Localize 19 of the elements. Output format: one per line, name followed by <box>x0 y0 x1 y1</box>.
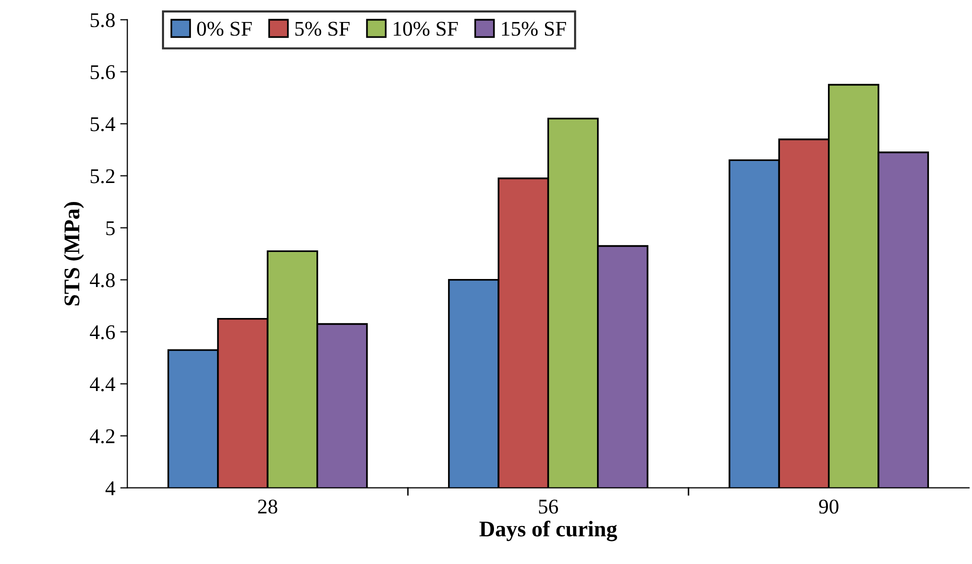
y-tick-label: 5 <box>106 221 115 236</box>
y-tick-label: 4.8 <box>90 273 115 288</box>
x-axis-title: Days of curing <box>479 520 618 542</box>
legend-label: 0% SF <box>197 22 252 36</box>
y-tick-label: 4.4 <box>90 377 116 392</box>
y-tick-label: 5.4 <box>90 117 116 132</box>
y-tick-label: 4 <box>106 481 116 496</box>
legend-label: 5% SF <box>295 22 350 36</box>
y-tick-label: 5.8 <box>90 13 115 28</box>
x-tick-label: 28 <box>258 500 278 514</box>
y-tick-label: 5.2 <box>90 169 114 184</box>
legend-label: 10% SF <box>394 22 458 36</box>
x-tick-label: 56 <box>539 500 558 514</box>
y-tick-label: 4.2 <box>90 429 114 444</box>
y-tick-label: 5.6 <box>90 65 115 80</box>
legend-label: 15% SF <box>502 22 566 36</box>
x-tick-label: 90 <box>819 500 838 514</box>
y-axis-title: STS (MPa) <box>64 202 84 306</box>
y-tick-label: 4.6 <box>90 325 115 340</box>
